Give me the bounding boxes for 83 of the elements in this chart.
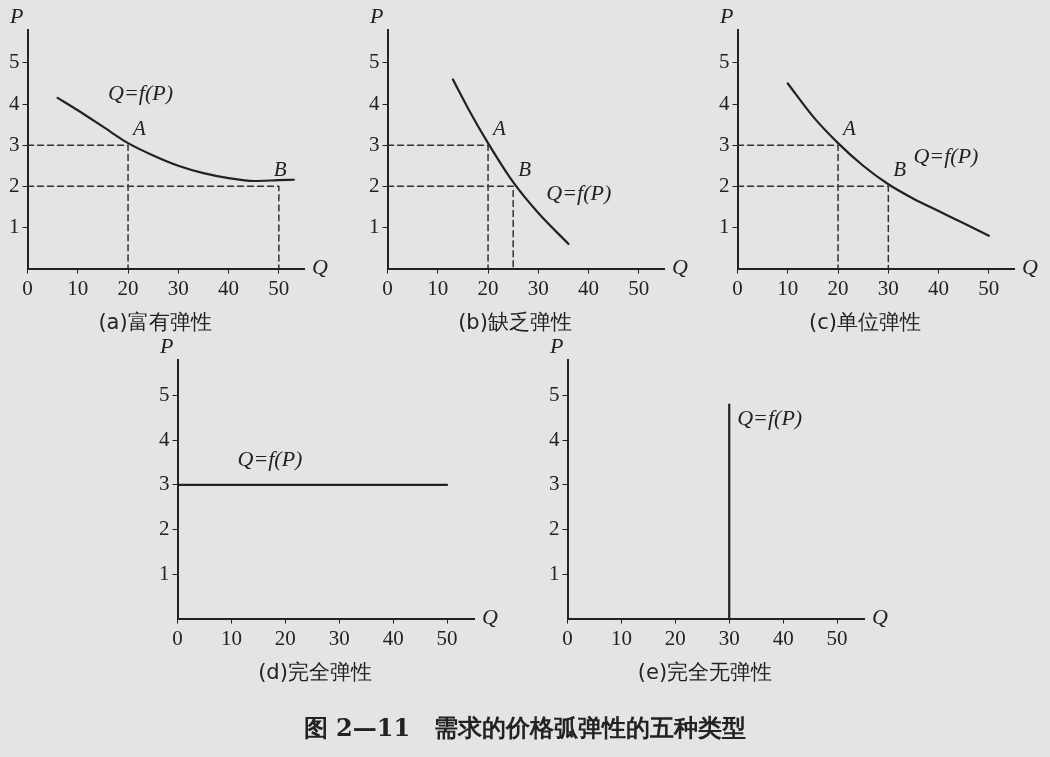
x-tick-label: 0: [172, 625, 183, 650]
x-tick-label: 0: [562, 625, 573, 650]
x-tick-label: 40: [382, 625, 404, 650]
x-tick-label: 10: [777, 275, 799, 300]
y-axis-title: P: [549, 332, 564, 358]
y-tick-label: 3: [549, 471, 560, 496]
series-label: Q=f(P): [237, 445, 303, 471]
y-tick-label: 4: [369, 90, 380, 115]
y-tick-label: 3: [9, 131, 20, 156]
text: 图 2—11 需求的价格弧弹性的五种类型: [302, 712, 748, 744]
y-tick-label: 5: [369, 49, 380, 74]
text: (b)缺乏弹性: [458, 309, 572, 334]
y-tick-label: 4: [549, 426, 560, 451]
x-tick-label: 50: [628, 275, 650, 300]
x-tick-label: 30: [718, 625, 740, 650]
y-tick-label: 1: [369, 213, 380, 238]
y-axis-title: P: [159, 332, 174, 358]
x-tick-label: 40: [218, 275, 240, 300]
x-tick-label: 30: [328, 625, 350, 650]
series-label: Q=f(P): [913, 143, 979, 169]
series-label: Q=f(P): [737, 405, 803, 431]
y-tick-label: 3: [159, 471, 170, 496]
y-tick-label: 5: [719, 49, 730, 74]
x-tick-label: 20: [274, 625, 296, 650]
y-tick-label: 1: [549, 560, 560, 585]
annotation: A: [841, 116, 857, 141]
y-tick-label: 2: [159, 515, 170, 540]
y-tick-label: 3: [369, 131, 380, 156]
y-tick-label: 5: [549, 382, 560, 407]
annotation: A: [131, 116, 147, 141]
y-tick-label: 1: [159, 560, 170, 585]
y-tick-label: 3: [719, 131, 730, 156]
x-tick-label: 20: [827, 275, 849, 300]
x-axis-title: Q: [1022, 254, 1038, 280]
text: (e)完全无弹性: [637, 659, 773, 684]
x-tick-label: 40: [928, 275, 950, 300]
x-tick-label: 10: [427, 275, 449, 300]
y-tick-label: 2: [369, 172, 380, 197]
y-tick-label: 2: [549, 515, 560, 540]
annotation: A: [491, 116, 507, 141]
y-tick-label: 4: [9, 90, 20, 115]
x-axis-title: Q: [312, 254, 328, 280]
y-axis-title: P: [369, 2, 384, 28]
y-tick-label: 4: [159, 426, 170, 451]
x-axis-title: Q: [482, 604, 498, 630]
x-tick-label: 10: [220, 625, 242, 650]
x-tick-label: 20: [664, 625, 686, 650]
x-tick-label: 20: [477, 275, 499, 300]
x-axis-title: Q: [872, 604, 888, 630]
x-tick-label: 30: [877, 275, 899, 300]
y-tick-label: 1: [9, 213, 20, 238]
x-tick-label: 30: [527, 275, 549, 300]
text: (a)富有弹性: [98, 309, 212, 334]
x-tick-label: 50: [268, 275, 290, 300]
x-tick-label: 0: [382, 275, 393, 300]
y-axis-title: P: [719, 2, 734, 28]
y-tick-label: 2: [719, 172, 730, 197]
y-tick-label: 2: [9, 172, 20, 197]
x-tick-label: 50: [978, 275, 1000, 300]
x-tick-label: 20: [117, 275, 139, 300]
x-tick-label: 40: [772, 625, 794, 650]
y-axis-title: P: [9, 2, 24, 28]
x-tick-label: 0: [22, 275, 33, 300]
x-tick-label: 0: [732, 275, 743, 300]
annotation: B: [518, 157, 532, 182]
x-tick-label: 10: [67, 275, 89, 300]
x-axis-title: Q: [672, 254, 688, 280]
text: (c)单位弹性: [809, 309, 921, 334]
series-label: Q=f(P): [546, 179, 612, 205]
line-series: [786, 82, 990, 237]
y-tick-label: 4: [719, 90, 730, 115]
annotation: B: [893, 157, 907, 182]
annotation: B: [273, 157, 287, 182]
x-tick-label: 30: [167, 275, 189, 300]
text: (d)完全弹性: [258, 659, 372, 684]
x-tick-label: 50: [436, 625, 458, 650]
x-tick-label: 10: [610, 625, 632, 650]
series-label: Q=f(P): [108, 79, 173, 105]
y-tick-label: 5: [9, 49, 20, 74]
x-tick-label: 50: [826, 625, 848, 650]
y-tick-label: 1: [719, 213, 730, 238]
x-tick-label: 40: [578, 275, 600, 300]
y-tick-label: 5: [159, 382, 170, 407]
